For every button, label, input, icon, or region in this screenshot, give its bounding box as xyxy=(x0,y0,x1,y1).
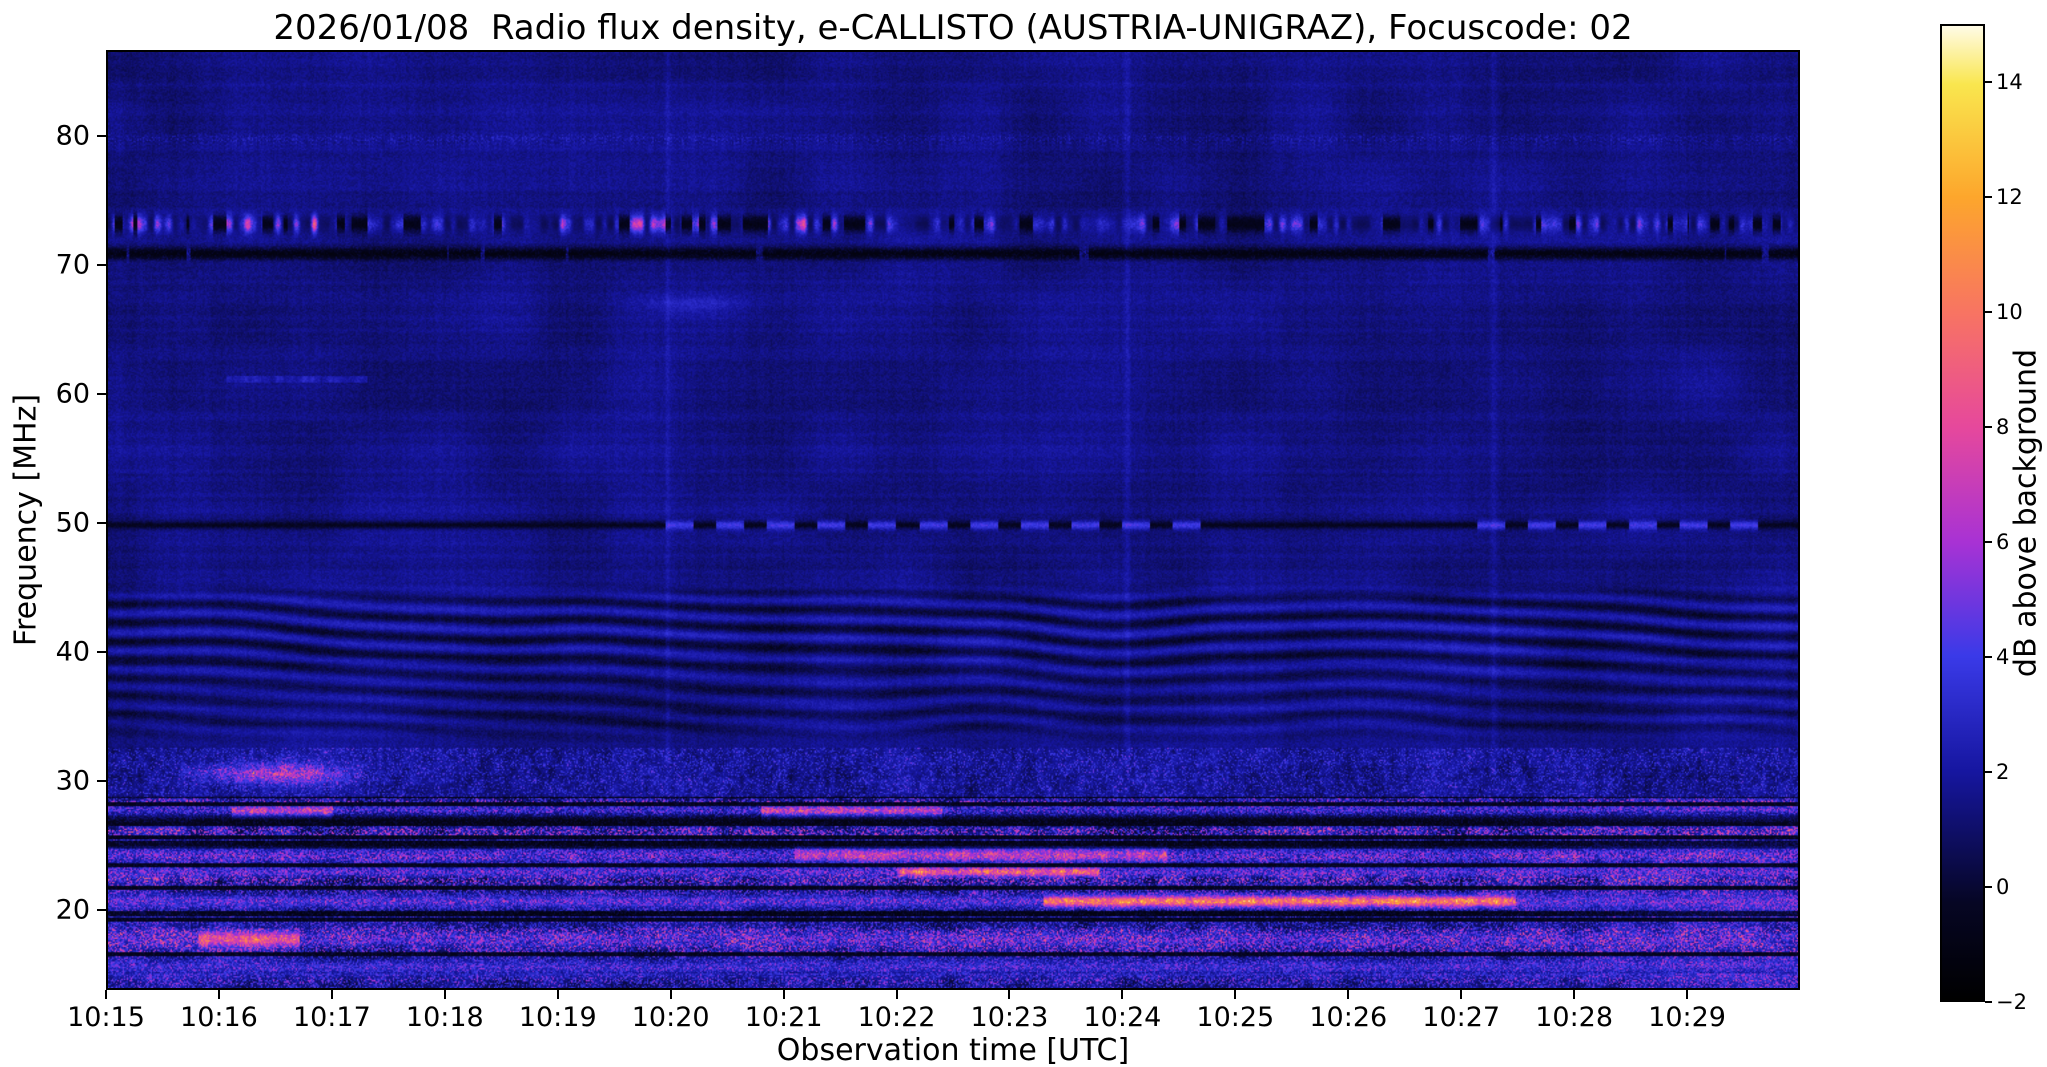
x-tick-label: 10:18 xyxy=(405,1002,484,1033)
y-tick-mark xyxy=(97,651,106,654)
x-tick-label: 10:17 xyxy=(292,1002,371,1033)
x-axis-label: Observation time [UTC] xyxy=(776,1033,1130,1067)
colorbar-tick-label: 0 xyxy=(1996,874,2010,899)
y-tick-mark xyxy=(97,909,106,912)
colorbar-tick-mark xyxy=(1985,1001,1992,1003)
x-tick-mark xyxy=(1686,990,1689,999)
x-tick-label: 10:16 xyxy=(180,1002,258,1033)
colorbar-tick-label: 14 xyxy=(1996,69,2023,94)
x-tick-mark xyxy=(1234,990,1237,999)
colorbar-tick-mark xyxy=(1985,540,1992,543)
x-tick-label: 10:25 xyxy=(1196,1002,1275,1033)
colorbar-tick-mark xyxy=(1985,310,1992,313)
x-tick-mark xyxy=(556,990,559,999)
x-tick-mark xyxy=(1121,990,1124,999)
x-tick-label: 10:26 xyxy=(1309,1002,1388,1033)
x-tick-label: 10:27 xyxy=(1422,1002,1501,1033)
colorbar-tick-mark xyxy=(1985,770,1992,773)
x-tick-mark xyxy=(443,990,446,999)
x-tick-label: 10:24 xyxy=(1083,1002,1162,1033)
colorbar-tick-mark xyxy=(1985,195,1992,198)
plot-area xyxy=(106,50,1800,990)
colorbar-tick-label: 2 xyxy=(1996,759,2010,784)
y-tick-label: 50 xyxy=(55,507,90,539)
colorbar-label: dB above background xyxy=(2008,348,2044,678)
colorbar-tick-label: 6 xyxy=(1996,529,2010,554)
x-tick-mark xyxy=(217,990,220,999)
colorbar-tick-label: 10 xyxy=(1996,299,2023,324)
spectrogram-canvas xyxy=(108,52,1798,988)
y-tick-label: 80 xyxy=(55,120,90,152)
x-tick-label: 10:19 xyxy=(518,1002,597,1033)
x-tick-mark xyxy=(1347,990,1350,999)
y-tick-mark xyxy=(97,522,106,525)
x-tick-label: 10:21 xyxy=(744,1002,823,1033)
x-tick-mark xyxy=(330,990,333,999)
colorbar-tick-label: 4 xyxy=(1996,644,2010,669)
x-tick-mark xyxy=(1008,990,1011,999)
x-tick-mark xyxy=(895,990,898,999)
x-tick-label: 10:28 xyxy=(1535,1002,1614,1033)
colorbar-tick-mark xyxy=(1985,885,1992,888)
colorbar-tick-mark xyxy=(1985,80,1992,83)
x-tick-mark xyxy=(782,990,785,999)
x-tick-mark xyxy=(669,990,672,999)
x-tick-label: 10:29 xyxy=(1648,1002,1726,1033)
y-tick-mark xyxy=(97,264,106,267)
x-tick-mark xyxy=(105,990,107,999)
colorbar xyxy=(1940,24,1985,1002)
x-tick-label: 10:15 xyxy=(67,1002,145,1033)
colorbar-tick-label: −2 xyxy=(1996,990,2027,1014)
colorbar-tick-mark xyxy=(1985,655,1992,658)
y-tick-mark xyxy=(97,135,106,138)
colorbar-tick-label: 8 xyxy=(1996,414,2010,439)
x-tick-mark xyxy=(1460,990,1463,999)
y-tick-label: 30 xyxy=(55,765,90,797)
y-tick-label: 60 xyxy=(55,378,90,410)
colorbar-tick-label: 12 xyxy=(1996,184,2023,209)
y-tick-mark xyxy=(97,393,106,396)
y-tick-label: 40 xyxy=(55,636,90,668)
x-tick-label: 10:22 xyxy=(857,1002,936,1033)
x-tick-label: 10:20 xyxy=(631,1002,710,1033)
y-tick-label: 20 xyxy=(55,894,90,926)
x-tick-label: 10:23 xyxy=(970,1002,1049,1033)
chart-title: 2026/01/08 Radio flux density, e-CALLIST… xyxy=(273,8,1633,48)
colorbar-tick-mark xyxy=(1985,425,1992,428)
y-tick-mark xyxy=(97,780,106,783)
x-tick-mark xyxy=(1573,990,1576,999)
y-tick-label: 70 xyxy=(55,249,90,281)
